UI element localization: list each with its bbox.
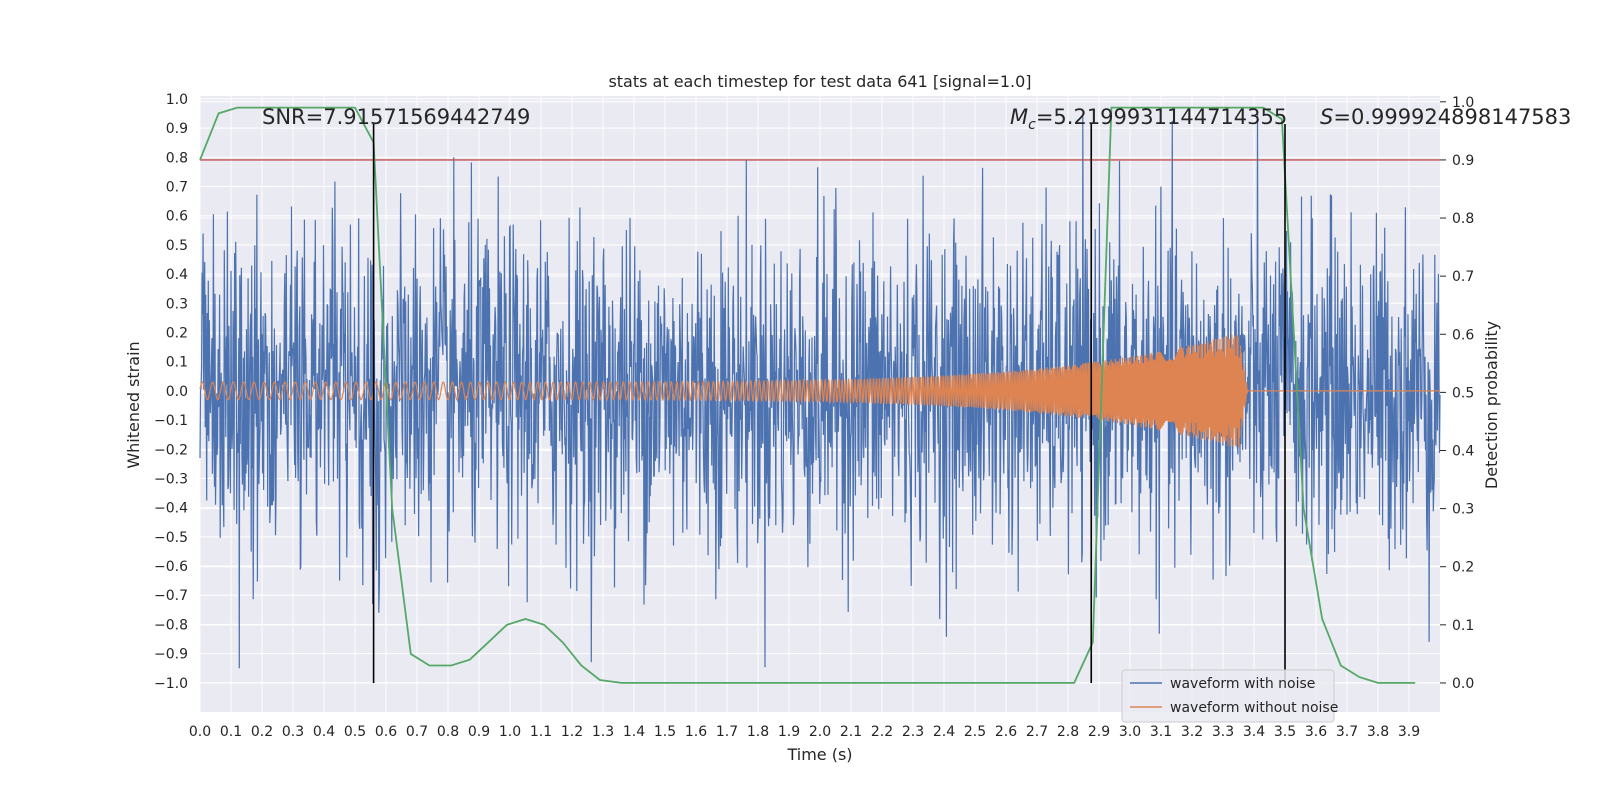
x-tick-label: 0.9 bbox=[468, 724, 490, 740]
x-tick-label: 2.4 bbox=[933, 724, 955, 740]
y-tick-label: −0.5 bbox=[154, 530, 188, 546]
x-tick-label: 1.9 bbox=[778, 724, 800, 740]
probability-series-layer bbox=[199, 106, 1440, 684]
x-tick-label: 3.7 bbox=[1336, 724, 1358, 740]
x-axis-label: Time (s) bbox=[786, 745, 852, 764]
x-tick-label: 2.7 bbox=[1026, 724, 1048, 740]
s-value: =0.999924898147583 bbox=[1333, 105, 1571, 129]
x-tick-label: 0.6 bbox=[375, 724, 397, 740]
y-tick-label: 0.9 bbox=[166, 121, 188, 137]
x-tick-label: 1.4 bbox=[623, 724, 645, 740]
x-tick-label: 3.5 bbox=[1274, 724, 1296, 740]
mc-symbol: M bbox=[1010, 105, 1028, 129]
y2-tick-label: 0.5 bbox=[1452, 385, 1474, 401]
y-tick-label: 0.3 bbox=[166, 296, 188, 312]
y-tick-label: −0.9 bbox=[154, 647, 188, 663]
x-tick-label: 0.3 bbox=[282, 724, 304, 740]
y-tick-label: −0.3 bbox=[154, 471, 188, 487]
x-tick-label: 3.9 bbox=[1398, 724, 1420, 740]
x-tick-label: 3.8 bbox=[1367, 724, 1389, 740]
chart-title: stats at each timestep for test data 641… bbox=[608, 72, 1031, 91]
vertical-lines-layer bbox=[372, 124, 1286, 683]
x-tick-label: 1.1 bbox=[530, 724, 552, 740]
x-tick-label: 1.0 bbox=[499, 724, 521, 740]
legend-label-noise: waveform with noise bbox=[1170, 676, 1315, 692]
y2-tick-label: 0.3 bbox=[1452, 502, 1474, 518]
y-tick-label: 0.6 bbox=[166, 209, 188, 225]
y2-tick-label: 0.0 bbox=[1452, 676, 1474, 692]
y2-tick-label: 0.7 bbox=[1452, 269, 1474, 285]
x-tick-label: 3.2 bbox=[1181, 724, 1203, 740]
x-tick-label: 0.4 bbox=[313, 724, 335, 740]
y-tick-label: 0.8 bbox=[166, 150, 188, 166]
x-tick-label: 2.9 bbox=[1088, 724, 1110, 740]
x-tick-label: 1.5 bbox=[654, 724, 676, 740]
x-tick-label: 2.0 bbox=[809, 724, 831, 740]
signal-score-annotation: S=0.999924898147583 bbox=[1320, 105, 1571, 129]
y-tick-label: −0.7 bbox=[154, 588, 188, 604]
detection-probability-line bbox=[199, 106, 1416, 684]
x-tick-label: 0.2 bbox=[251, 724, 273, 740]
s-symbol: S bbox=[1320, 105, 1333, 129]
x-tick-label: 2.1 bbox=[840, 724, 862, 740]
y2-tick-label: 1.0 bbox=[1452, 95, 1474, 111]
mc-value: =5.2199931144714355 bbox=[1036, 105, 1287, 129]
x-tick-label: 0.0 bbox=[189, 724, 211, 740]
tick-labels-layer: 0.0 0.1 0.2 0.3 0.4 0.5 0.6 0.7 0.8 0.9 1.0 1.1 1.2 1… bbox=[154, 92, 1474, 740]
clean-waveform-line bbox=[199, 334, 1440, 448]
y-tick-label: −0.2 bbox=[154, 442, 188, 458]
y2-axis-label: Detection probability bbox=[1482, 321, 1501, 489]
y-tick-label: −0.4 bbox=[154, 501, 188, 517]
y-tick-label: −0.6 bbox=[154, 559, 188, 575]
legend-box bbox=[1121, 669, 1335, 723]
x-tick-label: 0.8 bbox=[437, 724, 459, 740]
x-tick-label: 2.2 bbox=[871, 724, 893, 740]
y2-tick-label: 0.2 bbox=[1452, 560, 1474, 576]
x-tick-label: 0.1 bbox=[220, 724, 242, 740]
y-tick-label: 0.7 bbox=[166, 180, 188, 196]
y-tick-label: −1.0 bbox=[154, 676, 188, 692]
y2-tick-label: 0.6 bbox=[1452, 327, 1474, 343]
x-tick-label: 1.7 bbox=[716, 724, 738, 740]
y2-tick-label: 0.4 bbox=[1452, 443, 1474, 459]
x-tick-label: 0.7 bbox=[406, 724, 428, 740]
x-tick-label: 2.3 bbox=[902, 724, 924, 740]
x-tick-label: 3.3 bbox=[1212, 724, 1234, 740]
y2-tick-label: 0.9 bbox=[1452, 153, 1474, 169]
chirp-series-layer bbox=[199, 334, 1440, 448]
x-tick-label: 3.0 bbox=[1119, 724, 1141, 740]
x-tick-label: 1.6 bbox=[685, 724, 707, 740]
y-tick-label: 0.4 bbox=[166, 267, 188, 283]
y-axis-label: Whitened strain bbox=[124, 341, 143, 468]
y2-tick-label: 0.8 bbox=[1452, 211, 1474, 227]
x-tick-label: 3.1 bbox=[1150, 724, 1172, 740]
x-tick-label: 2.6 bbox=[995, 724, 1017, 740]
x-tick-label: 1.2 bbox=[561, 724, 583, 740]
x-tick-label: 3.4 bbox=[1243, 724, 1265, 740]
y-tick-label: 0.1 bbox=[166, 355, 188, 371]
y-tick-label: 0.2 bbox=[166, 325, 188, 341]
y-tick-label: 0.0 bbox=[166, 384, 188, 400]
x-tick-label: 1.8 bbox=[747, 724, 769, 740]
y-tick-label: −0.1 bbox=[154, 413, 188, 429]
legend-label-clean: waveform without noise bbox=[1170, 700, 1338, 716]
legend: waveform with noise waveform without noi… bbox=[1121, 669, 1338, 723]
x-tick-label: 2.5 bbox=[964, 724, 986, 740]
x-tick-label: 3.6 bbox=[1305, 724, 1327, 740]
mc-subscript: c bbox=[1028, 117, 1036, 133]
y-tick-label: 1.0 bbox=[166, 92, 188, 108]
x-tick-label: 0.5 bbox=[344, 724, 366, 740]
x-tick-label: 1.3 bbox=[592, 724, 614, 740]
y-tick-label: −0.8 bbox=[154, 617, 188, 633]
x-tick-label: 2.8 bbox=[1057, 724, 1079, 740]
snr-annotation: SNR=7.91571569442749 bbox=[262, 105, 530, 129]
y-tick-label: 0.5 bbox=[166, 238, 188, 254]
y2-tick-label: 0.1 bbox=[1452, 618, 1474, 634]
chirp-mass-annotation: Mc=5.2199931144714355 bbox=[1010, 105, 1287, 133]
